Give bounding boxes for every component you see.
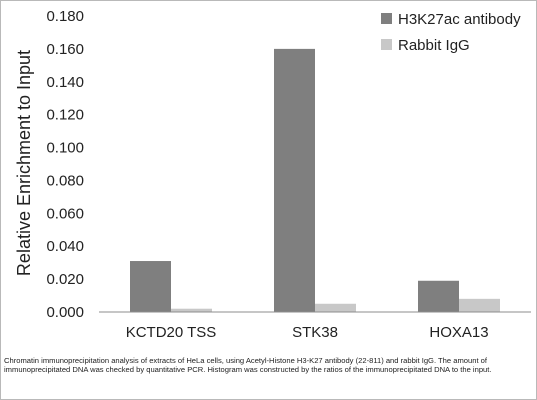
- legend-label: Rabbit IgG: [398, 37, 470, 54]
- bar: [315, 303, 356, 312]
- legend-swatch: [381, 39, 392, 50]
- x-category-label: KCTD20 TSS: [126, 324, 217, 341]
- bar-chart: Relative Enrichment to Input 0.0000.0200…: [14, 8, 531, 341]
- y-tick-label: 0.140: [46, 74, 84, 91]
- y-tick-label: 0.060: [46, 205, 84, 222]
- y-axis-title: Relative Enrichment to Input: [14, 50, 34, 276]
- y-tick-label: 0.100: [46, 140, 84, 157]
- bars: [130, 48, 500, 313]
- legend: H3K27ac antibody Rabbit IgG: [381, 11, 521, 54]
- y-axis-ticks: 0.000 0.020 0.040 0.060 0.080 0.100 0.120 0.140…: [46, 8, 84, 321]
- y-tick-label: 0.000: [46, 304, 84, 321]
- y-tick-label: 0.040: [46, 238, 84, 255]
- bar: [171, 308, 212, 312]
- y-tick-label: 0.020: [46, 271, 84, 288]
- y-tick-label: 0.180: [46, 8, 84, 25]
- bar: [130, 261, 171, 312]
- bar: [274, 48, 315, 313]
- legend-swatch: [381, 13, 392, 24]
- legend-label: H3K27ac antibody: [398, 11, 521, 28]
- y-tick-label: 0.120: [46, 107, 84, 124]
- y-tick-label: 0.080: [46, 172, 84, 189]
- y-tick-label: 0.160: [46, 41, 84, 58]
- bar: [459, 298, 500, 312]
- x-category-label: STK38: [292, 324, 338, 341]
- x-category-label: HOXA13: [429, 324, 488, 341]
- bar: [418, 280, 459, 312]
- category-labels: KCTD20 TSS STK38 HOXA13: [126, 324, 489, 341]
- figure-caption: Chromatin immunoprecipitation analysis o…: [4, 356, 492, 374]
